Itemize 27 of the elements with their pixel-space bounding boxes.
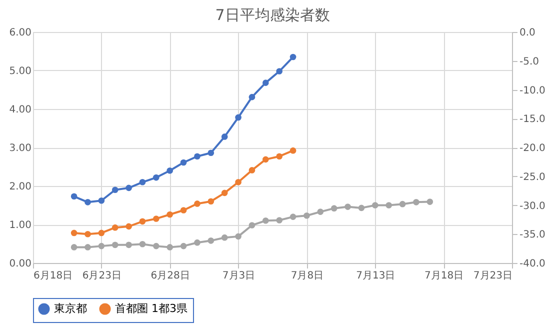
y2-tick-label: -40.0 — [520, 258, 546, 270]
y2-tick-label: -5.0 — [520, 56, 540, 68]
y-tick-label: 6.00 — [9, 28, 32, 38]
y2-tick-label: -15.0 — [520, 114, 546, 126]
y-tick-label: 5.00 — [9, 66, 32, 77]
x-tick-label: 7月13日 — [356, 270, 396, 282]
legend-label: 首都圏 1都3県 — [115, 302, 188, 315]
legend-label: 東京都 — [54, 302, 87, 315]
y2-tick-label: -25.0 — [520, 172, 546, 183]
y-tick-label: 3.00 — [9, 143, 32, 154]
chart-title: 7日平均感染者数 — [215, 6, 330, 24]
x-tick-label: 6月28日 — [150, 270, 190, 282]
y-tick-label: 0.00 — [9, 258, 32, 270]
x-tick-label: 7月8日 — [290, 270, 324, 282]
x-tick-label: 6月18日 — [34, 270, 73, 282]
x-tick-label: 6月23日 — [82, 270, 122, 282]
x-tick-label: 7月18日 — [424, 270, 464, 282]
y2-tick-label: -10.0 — [520, 85, 546, 96]
x-tick-label: 7月3日 — [222, 270, 256, 282]
y-tick-label: 4.00 — [9, 104, 32, 116]
y-tick-label: 1.00 — [9, 220, 32, 231]
x-tick-label: 7月23日 — [473, 270, 512, 282]
y2-tick-label: -35.0 — [520, 230, 546, 241]
y2-tick-label: -20.0 — [520, 143, 546, 154]
y2-tick-label: -30.0 — [520, 200, 546, 212]
y-tick-label: 2.00 — [9, 182, 32, 192]
y2-tick-label: 0.0 — [520, 28, 536, 38]
